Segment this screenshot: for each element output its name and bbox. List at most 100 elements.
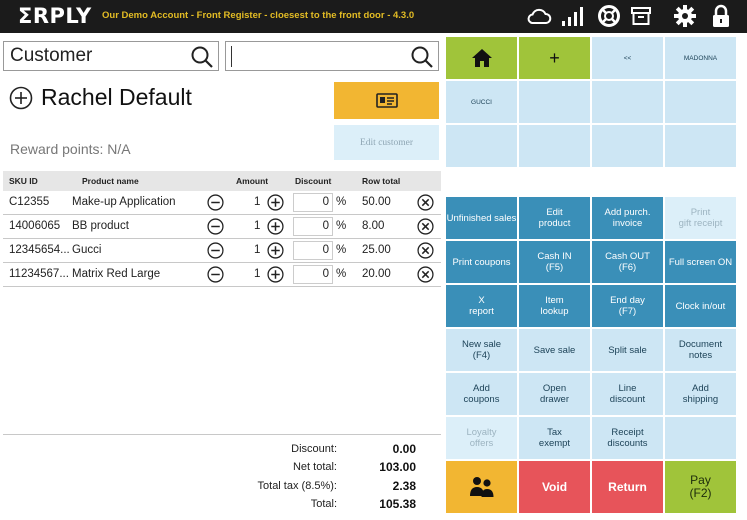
tax-value: 2.38 — [392, 479, 416, 493]
cash-out-button[interactable]: Cash OUT (F6) — [592, 241, 663, 283]
full-screen-button[interactable]: Full screen ON — [665, 241, 736, 283]
quick-slot-empty[interactable] — [519, 81, 590, 123]
split-sale-button[interactable]: Split sale — [592, 329, 663, 371]
erply-logo: ΣRPLY — [18, 4, 92, 28]
customer-card-button[interactable] — [334, 82, 439, 119]
remove-row-icon[interactable] — [417, 242, 434, 264]
add-customer-icon[interactable] — [9, 86, 33, 110]
decrease-quantity-icon[interactable] — [207, 218, 224, 240]
archive-icon[interactable] — [626, 2, 656, 30]
header-row-total: Row total — [362, 176, 401, 186]
customers-button[interactable] — [446, 461, 517, 513]
row-discount-input[interactable]: 0 — [293, 241, 333, 260]
header-sku: SKU ID — [9, 176, 38, 186]
tax-exempt-button[interactable]: Tax exempt — [519, 417, 590, 459]
remove-row-icon[interactable] — [417, 266, 434, 288]
customer-name: Rachel Default — [41, 84, 192, 110]
row-sku: C12355 — [9, 196, 50, 208]
row-amount: 1 — [254, 268, 261, 280]
row-discount-value: 0 — [322, 244, 329, 256]
save-sale-button[interactable]: Save sale — [519, 329, 590, 371]
row-discount-value: 0 — [322, 196, 329, 208]
remove-row-icon[interactable] — [417, 194, 434, 216]
percent-sign: % — [336, 268, 347, 280]
add-item-button[interactable]: + — [519, 37, 590, 79]
x-report-button[interactable]: X report — [446, 285, 517, 327]
customer-search-input[interactable]: Customer — [3, 41, 219, 71]
quick-slot-empty[interactable] — [592, 81, 663, 123]
end-day-button[interactable]: End day (F7) — [592, 285, 663, 327]
receipt-discounts-button[interactable]: Receipt discounts — [592, 417, 663, 459]
summary-divider — [3, 434, 441, 435]
row-total: 8.00 — [362, 220, 385, 232]
row-amount: 1 — [254, 220, 261, 232]
decrease-quantity-icon[interactable] — [207, 266, 224, 288]
back-button[interactable]: << — [592, 37, 663, 79]
loyalty-offers-button[interactable]: Loyalty offers — [446, 417, 517, 459]
row-sku: 12345654... — [9, 244, 70, 256]
users-icon — [469, 477, 493, 497]
edit-product-button[interactable]: Edit product — [519, 197, 590, 239]
void-button[interactable]: Void — [519, 461, 590, 513]
search-icon[interactable] — [410, 45, 434, 69]
table-row[interactable]: 14006065 BB product 1 0% 8.00 — [3, 215, 441, 239]
search-icon[interactable] — [190, 45, 214, 69]
quick-slot-empty[interactable] — [592, 125, 663, 167]
reward-points: Reward points: N/A — [10, 141, 131, 157]
madonna-category-button[interactable]: MADONNA — [665, 37, 736, 79]
increase-quantity-icon[interactable] — [267, 242, 284, 264]
decrease-quantity-icon[interactable] — [207, 194, 224, 216]
header-discount: Discount — [295, 176, 332, 186]
add-coupons-button[interactable]: Add coupons — [446, 373, 517, 415]
row-discount-value: 0 — [322, 220, 329, 232]
percent-sign: % — [336, 196, 347, 208]
pay-button[interactable]: Pay (F2) — [665, 461, 736, 513]
line-discount-button[interactable]: Line discount — [592, 373, 663, 415]
header-amount: Amount — [236, 176, 269, 186]
lifebuoy-icon[interactable] — [594, 2, 624, 30]
add-purchase-invoice-button[interactable]: Add purch. invoice — [592, 197, 663, 239]
item-lookup-button[interactable]: Item lookup — [519, 285, 590, 327]
gear-icon[interactable] — [670, 2, 700, 30]
row-amount: 1 — [254, 244, 261, 256]
quick-slot-empty[interactable] — [665, 125, 736, 167]
function-slot-empty[interactable] — [665, 417, 736, 459]
increase-quantity-icon[interactable] — [267, 266, 284, 288]
document-notes-button[interactable]: Document notes — [665, 329, 736, 371]
table-row[interactable]: C12355 Make-up Application 1 0% 50.00 — [3, 191, 441, 215]
row-sku: 11234567... — [9, 268, 69, 280]
lock-icon[interactable] — [706, 2, 736, 30]
product-search-input[interactable] — [225, 41, 439, 71]
cloud-icon[interactable] — [524, 2, 554, 30]
return-button[interactable]: Return — [592, 461, 663, 513]
remove-row-icon[interactable] — [417, 218, 434, 240]
row-discount-input[interactable]: 0 — [293, 193, 333, 212]
increase-quantity-icon[interactable] — [267, 218, 284, 240]
home-button[interactable] — [446, 37, 517, 79]
new-sale-button[interactable]: New sale (F4) — [446, 329, 517, 371]
row-discount-input[interactable]: 0 — [293, 265, 333, 284]
table-header: SKU ID Product name Amount Discount Row … — [3, 171, 441, 191]
increase-quantity-icon[interactable] — [267, 194, 284, 216]
quick-slot-empty[interactable] — [519, 125, 590, 167]
quick-slot-empty[interactable] — [665, 81, 736, 123]
edit-customer-button[interactable]: Edit customer — [334, 125, 439, 160]
print-gift-receipt-button[interactable]: Print gift receipt — [665, 197, 736, 239]
open-drawer-button[interactable]: Open drawer — [519, 373, 590, 415]
clock-in-out-button[interactable]: Clock in/out — [665, 285, 736, 327]
row-total: 20.00 — [362, 268, 391, 280]
unfinished-sales-button[interactable]: Unfinished sales — [446, 197, 517, 239]
row-sku: 14006065 — [9, 220, 61, 232]
gucci-category-button[interactable]: GUCCI — [446, 81, 517, 123]
quick-slot-empty[interactable] — [446, 125, 517, 167]
add-shipping-button[interactable]: Add shipping — [665, 373, 736, 415]
row-discount-input[interactable]: 0 — [293, 217, 333, 236]
row-product-name: Matrix Red Large — [72, 268, 161, 280]
print-coupons-button[interactable]: Print coupons — [446, 241, 517, 283]
table-row[interactable]: 11234567... Matrix Red Large 1 0% 20.00 — [3, 263, 441, 287]
row-total: 25.00 — [362, 244, 391, 256]
decrease-quantity-icon[interactable] — [207, 242, 224, 264]
cash-in-button[interactable]: Cash IN (F5) — [519, 241, 590, 283]
table-row[interactable]: 12345654... Gucci 1 0% 25.00 — [3, 239, 441, 263]
